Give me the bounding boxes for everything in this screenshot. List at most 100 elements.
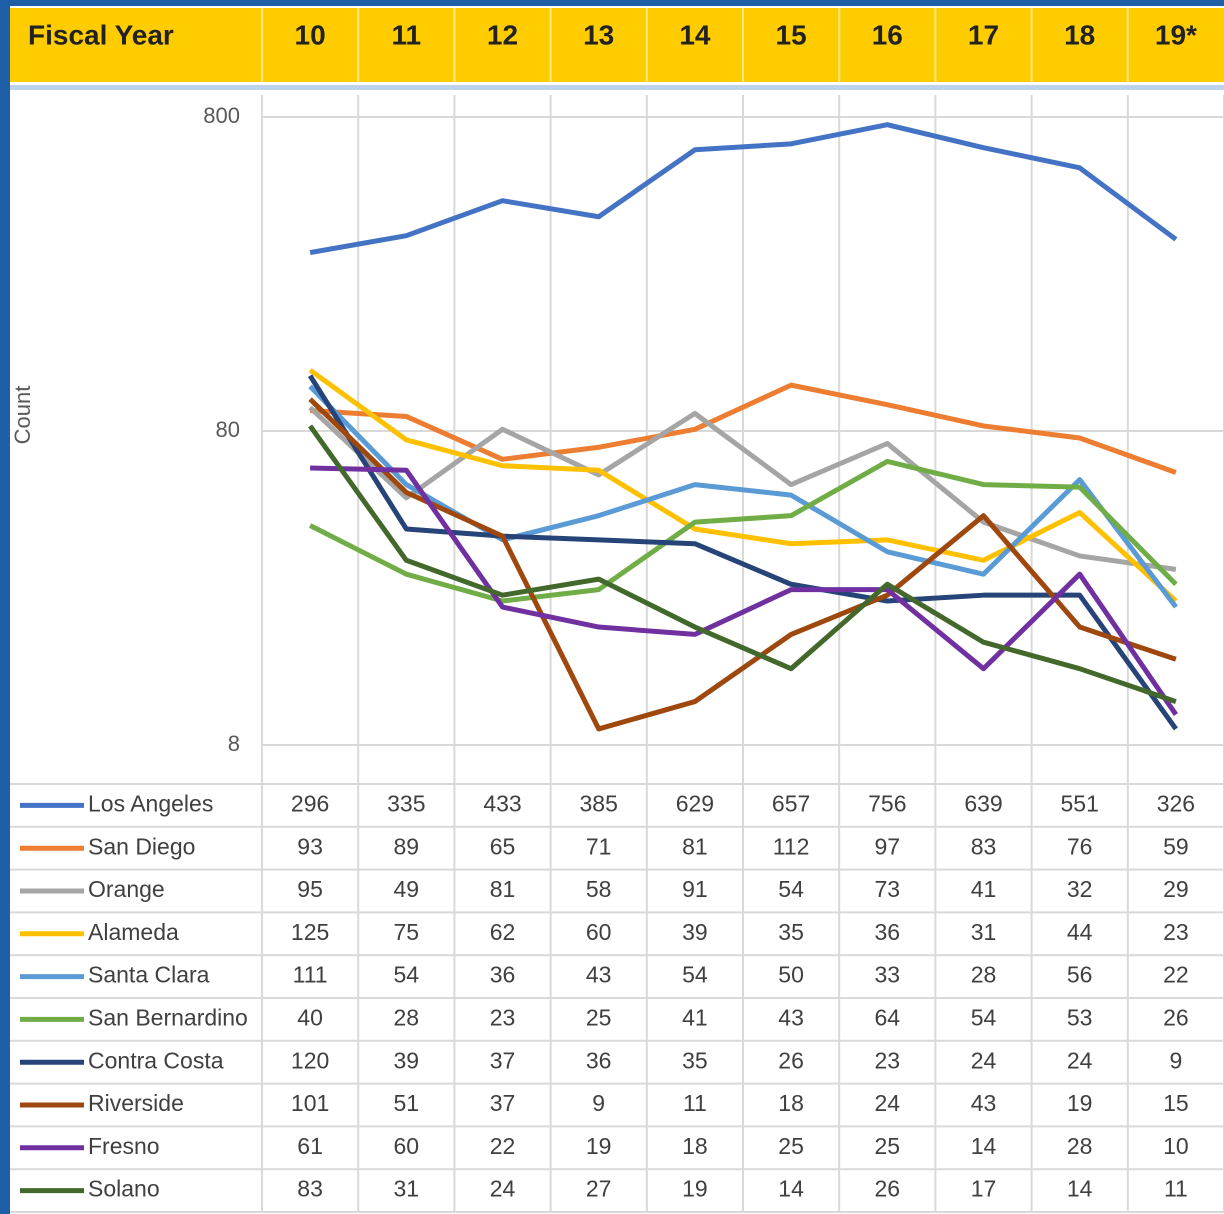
y-axis-label: Count — [10, 386, 35, 445]
table-cell: 10 — [1163, 1133, 1189, 1159]
table-cell: 93 — [297, 833, 323, 859]
table-cell: 65 — [490, 833, 516, 859]
header-label: Fiscal Year — [28, 19, 174, 50]
table-cell: 120 — [291, 1047, 329, 1073]
x-tick-label: 16 — [872, 19, 903, 50]
table-cell: 64 — [875, 1004, 901, 1030]
table-cell: 14 — [971, 1133, 997, 1159]
table-cell: 43 — [586, 962, 612, 988]
table-cell: 81 — [490, 876, 516, 902]
table-cell: 36 — [586, 1047, 612, 1073]
x-tick-label: 11 — [391, 19, 421, 50]
x-tick-label: 14 — [679, 19, 711, 50]
table-cell: 95 — [297, 876, 323, 902]
table-cell: 125 — [291, 919, 329, 945]
table-cell: 89 — [394, 833, 420, 859]
table-cell: 37 — [490, 1047, 516, 1073]
x-tick-label: 12 — [487, 19, 518, 50]
legend-label: Solano — [88, 1176, 160, 1202]
table-cell: 60 — [586, 919, 612, 945]
legend-label: San Diego — [88, 833, 195, 859]
table-cell: 19 — [1067, 1090, 1093, 1116]
legend-label: Alameda — [88, 919, 179, 945]
series-line — [308, 397, 1177, 732]
table-cell: 23 — [490, 1004, 516, 1030]
legend-label: Los Angeles — [88, 790, 213, 816]
table-cell: 91 — [682, 876, 708, 902]
series-line — [307, 374, 1178, 731]
table-cell: 22 — [490, 1133, 516, 1159]
table-cell: 18 — [778, 1090, 804, 1116]
series-line — [308, 424, 1177, 704]
table-cell: 25 — [875, 1133, 901, 1159]
header-bar — [10, 8, 1224, 82]
table-cell: 24 — [875, 1090, 901, 1116]
table-cell: 385 — [580, 790, 618, 816]
table-cell: 71 — [586, 833, 612, 859]
table-cell: 51 — [394, 1090, 420, 1116]
table-cell: 9 — [1170, 1047, 1183, 1073]
legend-label: Fresno — [88, 1133, 160, 1159]
legend-label: Orange — [88, 876, 165, 902]
table-cell: 60 — [394, 1133, 420, 1159]
table-cell: 43 — [971, 1090, 997, 1116]
table-cell: 23 — [1163, 919, 1189, 945]
table-cell: 36 — [490, 962, 516, 988]
table-cell: 56 — [1067, 962, 1093, 988]
y-tick-label: 80 — [216, 417, 240, 442]
table-cell: 35 — [682, 1047, 708, 1073]
table-cell: 33 — [875, 962, 901, 988]
y-tick-label: 8 — [228, 731, 240, 756]
table-cell: 657 — [772, 790, 810, 816]
table-cell: 25 — [586, 1004, 612, 1030]
x-tick-label: 10 — [295, 19, 326, 50]
table-cell: 54 — [778, 876, 804, 902]
table-cell: 296 — [291, 790, 329, 816]
table-cell: 14 — [778, 1176, 804, 1202]
table-cell: 26 — [875, 1176, 901, 1202]
table-cell: 111 — [293, 962, 328, 988]
table-cell: 54 — [971, 1004, 997, 1030]
table-cell: 24 — [1067, 1047, 1093, 1073]
table-cell: 101 — [291, 1090, 329, 1116]
table-cell: 54 — [394, 962, 420, 988]
x-tick-label: 19* — [1155, 19, 1197, 50]
table-cell: 19 — [682, 1176, 708, 1202]
table-cell: 40 — [297, 1004, 323, 1030]
series-line — [308, 458, 1178, 604]
series-line — [309, 122, 1178, 256]
table-cell: 44 — [1067, 919, 1093, 945]
table-cell: 61 — [297, 1133, 323, 1159]
table-cell: 28 — [971, 962, 997, 988]
table-cell: 53 — [1067, 1004, 1093, 1030]
table-cell: 28 — [394, 1004, 420, 1030]
table-cell: 23 — [875, 1047, 901, 1073]
table-cell: 27 — [586, 1176, 612, 1202]
table-cell: 326 — [1157, 790, 1195, 816]
table-cell: 37 — [490, 1090, 516, 1116]
x-tick-label: 13 — [583, 19, 614, 50]
table-cell: 36 — [875, 919, 901, 945]
x-tick-label: 15 — [776, 19, 807, 50]
table-cell: 433 — [483, 790, 521, 816]
table-cell: 83 — [971, 833, 997, 859]
table-cell: 24 — [490, 1176, 516, 1202]
table-cell: 41 — [971, 876, 997, 902]
table-cell: 9 — [592, 1090, 605, 1116]
header-rule — [10, 85, 1224, 90]
table-cell: 28 — [1067, 1133, 1093, 1159]
panel — [10, 6, 1224, 1214]
table-cell: 35 — [778, 919, 804, 945]
table-cell: 31 — [394, 1176, 420, 1202]
table-cell: 26 — [1163, 1004, 1189, 1030]
table-cell: 59 — [1163, 833, 1189, 859]
table-cell: 50 — [778, 962, 804, 988]
table-cell: 49 — [394, 876, 420, 902]
legend-label: Riverside — [88, 1090, 184, 1116]
table-cell: 11 — [1164, 1176, 1188, 1202]
table-cell: 22 — [1163, 962, 1189, 988]
table-cell: 335 — [387, 790, 425, 816]
table-cell: 41 — [682, 1004, 708, 1030]
series-line — [308, 368, 1178, 603]
table-cell: 756 — [868, 790, 906, 816]
